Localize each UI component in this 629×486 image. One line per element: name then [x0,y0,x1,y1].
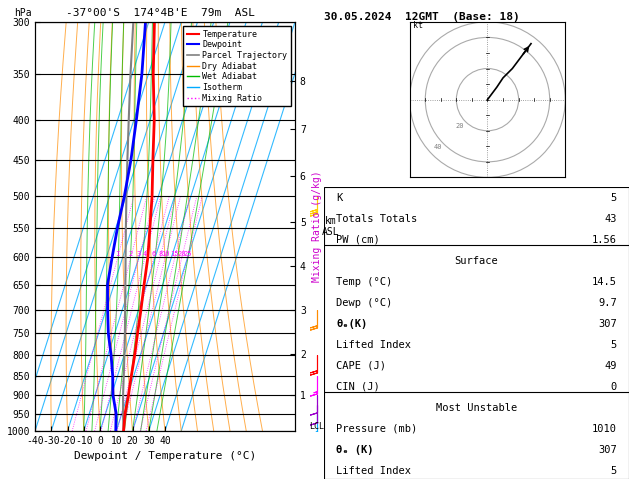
Text: 20: 20 [455,122,464,129]
Text: 5: 5 [611,466,617,476]
Text: Lifted Index: Lifted Index [336,466,411,476]
Text: Totals Totals: Totals Totals [336,214,418,224]
Text: Pressure (mb): Pressure (mb) [336,424,418,434]
Text: 10: 10 [161,251,170,258]
Text: 9.7: 9.7 [598,298,617,308]
Text: 307: 307 [598,445,617,455]
Text: Mixing Ratio (g/kg): Mixing Ratio (g/kg) [312,171,322,282]
Text: kt: kt [413,21,423,30]
Text: 3: 3 [137,251,141,258]
Text: hPa: hPa [14,8,32,18]
Text: 6: 6 [152,251,156,258]
Text: 20: 20 [177,251,186,258]
Y-axis label: km
ASL: km ASL [322,216,340,237]
Text: 0: 0 [611,382,617,392]
Text: Temp (°C): Temp (°C) [336,277,392,287]
Text: θₑ (K): θₑ (K) [336,445,374,455]
Text: 307: 307 [598,319,617,329]
Text: θₑ(K): θₑ(K) [336,319,367,329]
Text: CAPE (J): CAPE (J) [336,361,386,371]
Text: Dewp (°C): Dewp (°C) [336,298,392,308]
Text: 14.5: 14.5 [592,277,617,287]
Text: PW (cm): PW (cm) [336,235,380,245]
Legend: Temperature, Dewpoint, Parcel Trajectory, Dry Adiabat, Wet Adiabat, Isotherm, Mi: Temperature, Dewpoint, Parcel Trajectory… [183,26,291,106]
Text: 1010: 1010 [592,424,617,434]
Text: 15: 15 [170,251,179,258]
Text: K: K [336,193,342,203]
Text: 8: 8 [158,251,162,258]
Text: 1.56: 1.56 [592,235,617,245]
Text: 49: 49 [604,361,617,371]
Text: Most Unstable: Most Unstable [436,403,517,413]
Text: 30.05.2024  12GMT  (Base: 18): 30.05.2024 12GMT (Base: 18) [324,12,520,22]
Text: CIN (J): CIN (J) [336,382,380,392]
Text: Surface: Surface [455,256,498,266]
Text: 1: 1 [116,251,120,258]
Text: 4: 4 [143,251,147,258]
Text: 5: 5 [611,340,617,350]
Text: 2: 2 [129,251,133,258]
Text: 25: 25 [183,251,192,258]
Text: 5: 5 [611,193,617,203]
Text: -37°00'S  174°4B'E  79m  ASL: -37°00'S 174°4B'E 79m ASL [66,8,255,18]
Text: 43: 43 [604,214,617,224]
X-axis label: Dewpoint / Temperature (°C): Dewpoint / Temperature (°C) [74,451,256,461]
Text: 40: 40 [433,144,442,150]
Text: Lifted Index: Lifted Index [336,340,411,350]
Text: LCL: LCL [309,422,325,431]
